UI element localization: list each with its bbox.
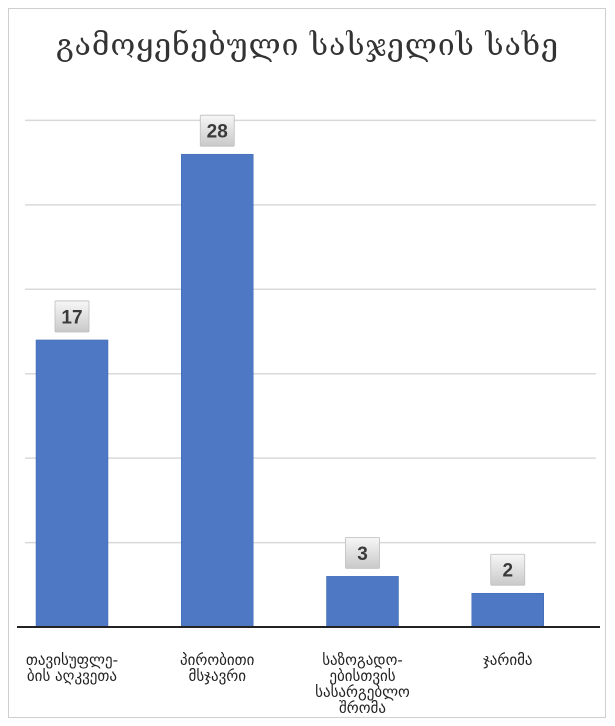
data-label-box (54, 300, 90, 333)
bars (35, 153, 544, 628)
bar (181, 153, 254, 628)
data-label: 17 (61, 307, 82, 328)
chart-title: გამოყენებული სასჯელის სახე (56, 28, 559, 63)
data-label: 28 (207, 122, 228, 143)
data-label-box (345, 536, 380, 569)
x-tick-label: ჯარიმა (483, 651, 533, 669)
data-label: 2 (502, 561, 513, 582)
bar (471, 592, 544, 628)
x-tick-label: თავისუფლე-ბის აღკვეთა (26, 651, 118, 685)
data-labels: 17 28 3 2 (54, 114, 526, 586)
data-label-box (490, 553, 526, 586)
data-label: 3 (357, 544, 368, 565)
x-tick-label: პირობითი მსჯავრი (180, 651, 255, 685)
gridlines (25, 119, 596, 544)
data-label-box (199, 114, 235, 147)
x-tick-label: საზოგადო-ებისთვის სასარგებლო შრომა (315, 651, 410, 717)
bar (326, 576, 399, 628)
bar (35, 339, 109, 628)
x-tick-labels: თავისუფლე-ბის აღკვეთა პირობითი მსჯავრი საზო… (26, 651, 533, 717)
